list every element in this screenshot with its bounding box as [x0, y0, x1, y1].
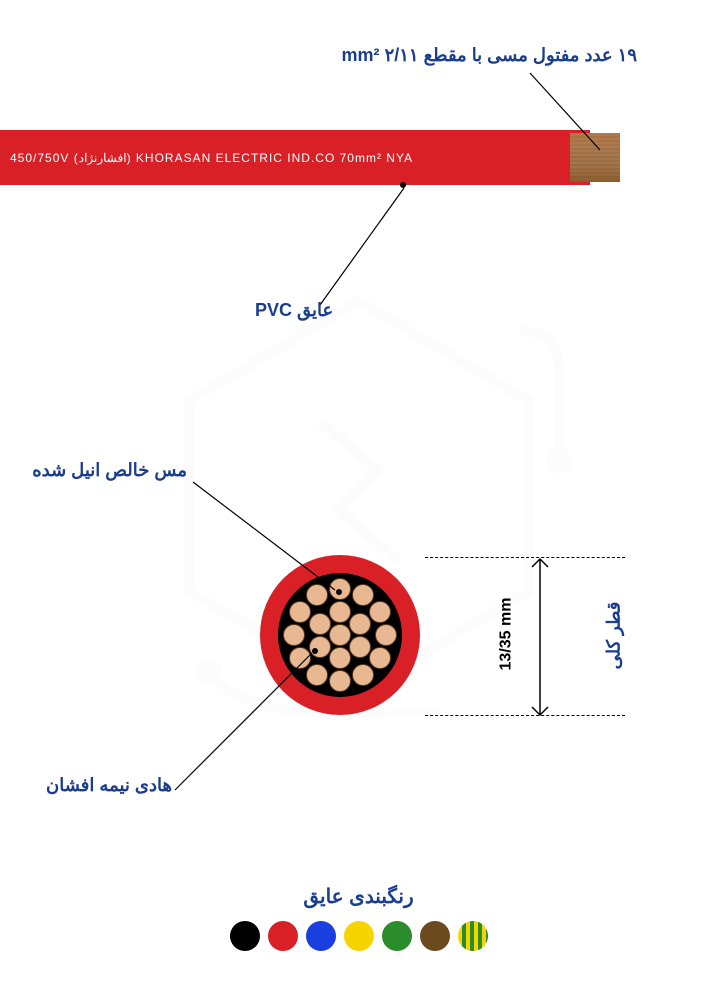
copper-strand	[369, 647, 391, 669]
label-annealed-copper: مس خالص انیل شده	[0, 460, 187, 481]
cable-printed-text: 450/750V (افشارنژاد) KHORASAN ELECTRIC I…	[10, 151, 413, 165]
copper-strand	[289, 601, 311, 623]
label-pvc: عایق PVC	[255, 300, 333, 321]
copper-strand	[329, 578, 351, 600]
color-swatch	[420, 921, 450, 951]
copper-strand	[349, 636, 371, 658]
cable-copper-end	[570, 133, 620, 182]
color-swatch	[306, 921, 336, 951]
copper-strand	[329, 601, 351, 623]
cable-side-view: 450/750V (افشارنژاد) KHORASAN ELECTRIC I…	[0, 130, 620, 185]
copper-strand	[309, 636, 331, 658]
copper-strand	[306, 584, 328, 606]
cable-cross-section	[260, 555, 420, 715]
copper-strand	[329, 670, 351, 692]
color-swatch	[382, 921, 412, 951]
dim-value: 13/35 mm	[497, 598, 515, 671]
copper-strand	[375, 624, 397, 646]
copper-strand	[329, 647, 351, 669]
copper-strand	[352, 664, 374, 686]
color-section: رنگبندی عایق	[0, 884, 717, 951]
copper-strand	[369, 601, 391, 623]
copper-strand	[309, 613, 331, 635]
copper-strand	[306, 664, 328, 686]
color-title: رنگبندی عایق	[0, 884, 717, 909]
copper-strand	[289, 647, 311, 669]
color-swatch	[458, 921, 488, 951]
cross-insulation-ring	[260, 555, 420, 715]
copper-strand	[283, 624, 305, 646]
cable-insulation: 450/750V (افشارنژاد) KHORASAN ELECTRIC I…	[0, 130, 590, 185]
copper-strand	[349, 613, 371, 635]
color-swatch	[230, 921, 260, 951]
copper-strand	[352, 584, 374, 606]
copper-strand	[329, 624, 351, 646]
label-conductor: هادی نیمه افشان	[0, 775, 172, 796]
label-copper-strands: ۱۹ عدد مفتول مسی با مقطع ۲/۱۱ mm²	[342, 45, 637, 66]
color-swatch	[344, 921, 374, 951]
dim-bracket	[520, 555, 560, 720]
color-swatch	[268, 921, 298, 951]
swatch-row	[0, 921, 717, 951]
dim-label: قطر کلی	[603, 602, 624, 670]
